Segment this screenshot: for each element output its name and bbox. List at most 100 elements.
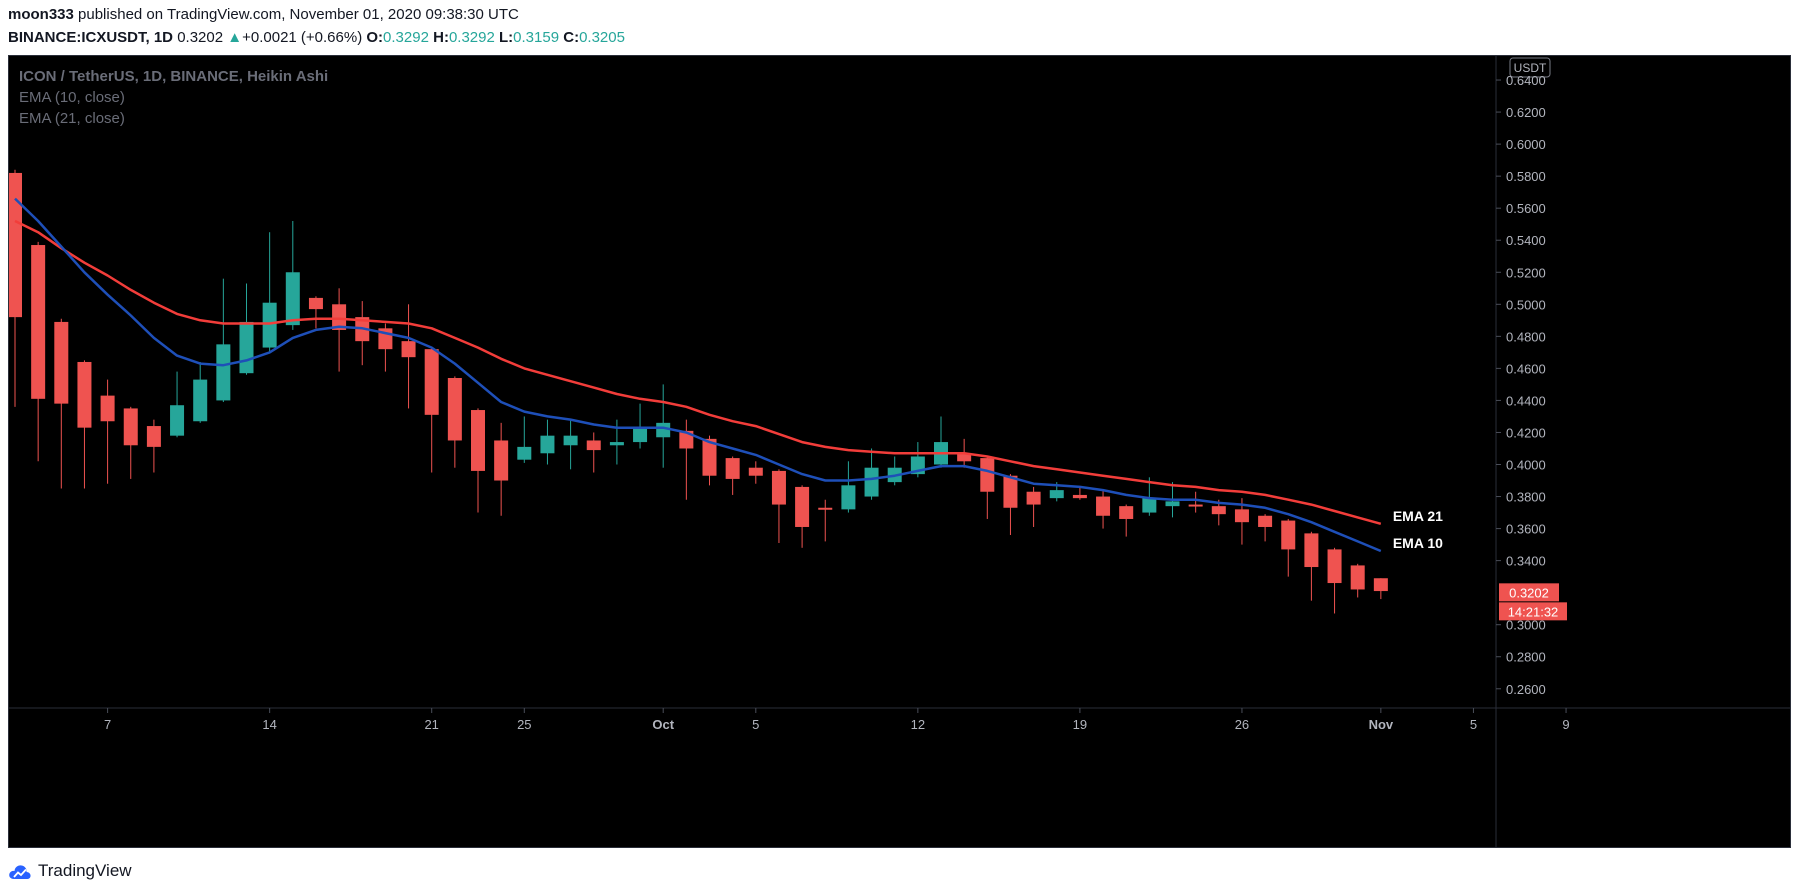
candle-body	[1304, 533, 1319, 568]
candle-body	[725, 458, 740, 479]
author-name[interactable]: moon333	[8, 6, 74, 23]
ema21-label: EMA 21	[1393, 508, 1443, 524]
candle-body	[818, 507, 833, 510]
candle-body	[262, 302, 277, 348]
y-tick-label: 0.5000	[1506, 297, 1546, 312]
candle-body	[193, 379, 208, 422]
candle-body	[540, 435, 555, 454]
candle-body	[1188, 504, 1203, 507]
published-text: published on TradingView.com, November 0…	[78, 6, 519, 23]
x-tick-label: 5	[752, 717, 759, 732]
candle-body	[494, 440, 509, 481]
triangle-up-icon: ▲	[227, 29, 243, 46]
candle-body	[216, 344, 231, 401]
candle-body	[957, 453, 972, 462]
candle-body	[1096, 496, 1111, 516]
candle-body	[586, 440, 601, 451]
candle-body	[1072, 494, 1087, 499]
ema10-line	[14, 197, 1382, 553]
candle-body	[748, 467, 763, 476]
candle-body	[980, 458, 995, 492]
ema21-legend[interactable]: EMA (21, close)	[19, 110, 125, 127]
y-tick-label: 0.3600	[1506, 522, 1546, 537]
low-value: 0.3159	[513, 29, 560, 46]
candle-body	[123, 408, 138, 446]
y-tick-label: 0.3000	[1506, 618, 1546, 633]
brand-name[interactable]: TradingView	[38, 861, 132, 880]
candle-body	[864, 467, 879, 497]
candle-body	[656, 422, 671, 438]
y-tick-label: 0.4800	[1506, 329, 1546, 344]
y-tick-label: 0.5200	[1506, 265, 1546, 280]
low-label: L:	[499, 29, 514, 46]
high-value: 0.3292	[448, 29, 495, 46]
candle-body	[771, 470, 786, 505]
chart-panel[interactable]: USDT 0.6400 0.6200 0.6000 0.5800 0.5600 0.5400…	[8, 55, 1791, 848]
candle-body	[77, 361, 92, 428]
candle-body	[471, 410, 485, 471]
candle-body	[31, 245, 46, 399]
candle-body	[1373, 578, 1388, 592]
candle-body	[517, 446, 532, 460]
x-tick-label: 19	[1073, 717, 1087, 732]
candle-body	[563, 435, 578, 446]
candle-body	[1327, 549, 1342, 584]
x-tick-label: 12	[911, 717, 925, 732]
footer: TradingView	[8, 859, 132, 883]
y-tick-label: 0.3800	[1506, 490, 1546, 505]
last-price-badge	[1499, 583, 1559, 602]
candle-body	[702, 438, 717, 476]
ema10-label: EMA 10	[1393, 535, 1443, 551]
candle-body	[1142, 498, 1157, 513]
candle-body	[1003, 475, 1018, 508]
candle-body	[54, 321, 69, 404]
candle-body	[1258, 515, 1273, 527]
candle-body	[1211, 506, 1226, 515]
candle-body	[1026, 491, 1041, 505]
candle-body	[1165, 501, 1180, 507]
close-label: C:	[563, 29, 580, 46]
y-tick-label: 0.3400	[1506, 554, 1546, 569]
x-tick-label: 21	[424, 717, 438, 732]
candle-body	[146, 426, 161, 447]
currency-badge-label: USDT	[1514, 61, 1547, 75]
y-tick-label: 0.5800	[1506, 169, 1546, 184]
candle-body	[841, 485, 856, 510]
x-tick-label: 9	[1562, 717, 1569, 732]
y-tick-label: 0.4600	[1506, 361, 1546, 376]
tradingview-cloud-logo-icon	[9, 865, 31, 879]
candle-body	[100, 395, 115, 422]
close-value: 0.3205	[579, 29, 625, 46]
candle-body	[795, 486, 810, 527]
candle-body	[1234, 509, 1249, 523]
candle-body	[285, 272, 300, 326]
y-tick-label: 0.6200	[1506, 105, 1546, 120]
candle-body	[401, 341, 416, 358]
candle-body	[332, 304, 347, 330]
y-tick-label: 0.6000	[1506, 137, 1546, 152]
open-label: O:	[366, 29, 384, 46]
countdown-badge	[1499, 602, 1567, 621]
y-tick-label: 0.2800	[1506, 650, 1546, 665]
ema10-legend[interactable]: EMA (10, close)	[19, 89, 125, 106]
candle-body	[1049, 490, 1064, 499]
candle-body	[308, 297, 323, 310]
y-tick-label: 0.6400	[1506, 73, 1546, 88]
x-tick-label: Nov	[1369, 717, 1394, 732]
x-tick-label: 26	[1235, 717, 1249, 732]
open-value: 0.3292	[383, 29, 429, 46]
candle-body	[424, 349, 439, 415]
candle-body	[170, 405, 185, 436]
symbol-info: BINANCE:ICXUSDT, 1D 0.3202 ▲+0.0021 (+0.…	[8, 29, 625, 46]
y-tick-label: 0.4200	[1506, 425, 1546, 440]
y-tick-label: 0.4400	[1506, 393, 1546, 408]
x-tick-label: 7	[104, 717, 111, 732]
symbol-label: BINANCE:ICXUSDT, 1D	[8, 29, 174, 46]
candle-body	[633, 427, 648, 443]
price-change: +0.0021 (+0.66%)	[242, 29, 363, 46]
chart-title: ICON / TetherUS, 1D, BINANCE, Heikin Ash…	[19, 68, 329, 85]
candle-body	[1281, 520, 1296, 550]
y-tick-label: 0.4000	[1506, 458, 1546, 473]
candle-body	[1119, 506, 1134, 519]
